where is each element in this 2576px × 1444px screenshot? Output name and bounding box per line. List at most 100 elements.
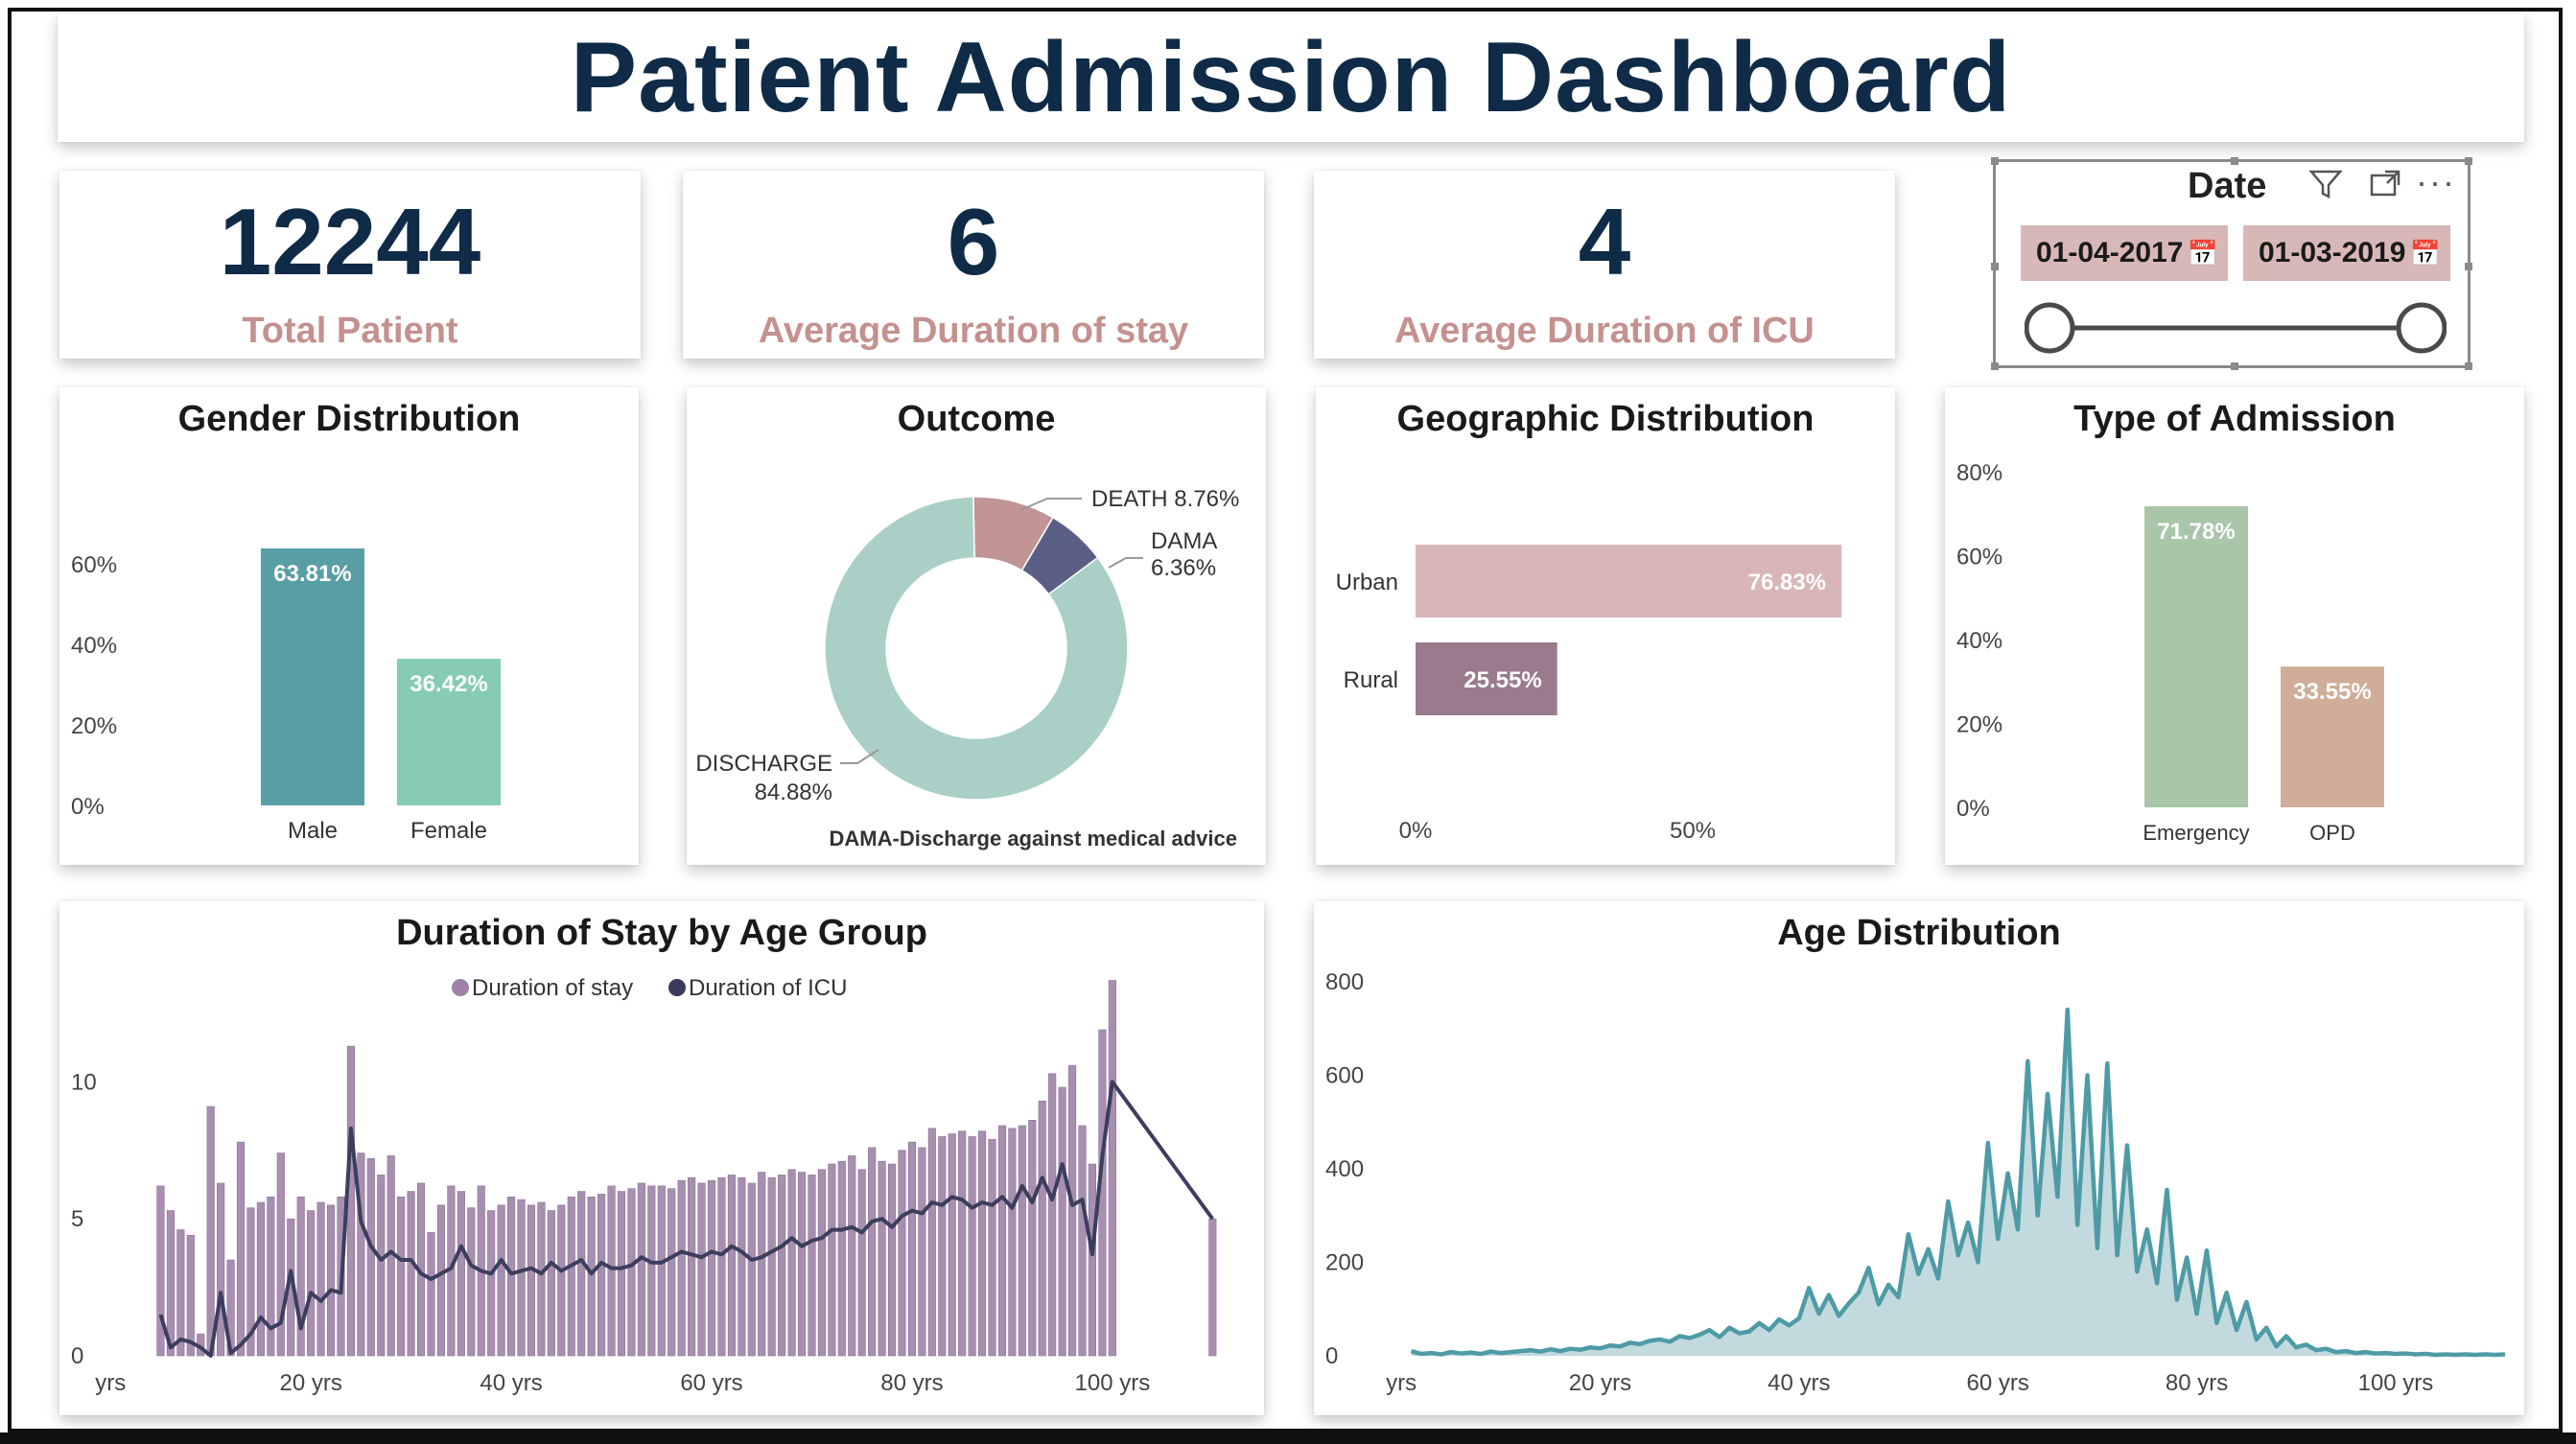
resize-handle[interactable] [2231,157,2238,165]
x-category-label: Female [410,818,487,844]
y-tick-label: 0% [71,794,105,820]
y-tick-label: 20% [71,713,117,739]
stay-bar [808,1175,816,1357]
stay-bar [326,1204,336,1357]
y-tick-label: 60% [1956,545,2002,571]
bottom-rule [0,1432,2576,1444]
stay-bar [657,1185,666,1357]
resize-handle[interactable] [2465,263,2472,270]
stay-bar [217,1182,225,1357]
y-tick-label: 800 [1325,969,1364,995]
stay-bar [467,1207,476,1357]
type-of-admission-card: Type of Admission 0% 20% 40% 60% 80% 71.78% Em… [1945,387,2524,865]
slider-start-handle[interactable] [2025,302,2075,354]
stay-bar [457,1191,465,1357]
dashboard-frame [8,8,2563,1432]
stay-bar [617,1191,626,1357]
kpi-card-avg-icu: 4 Average Duration of ICU [1314,171,1895,359]
stay-bar [537,1201,546,1357]
y-tick-label: 0 [71,1343,83,1369]
y-tick-label: 200 [1325,1249,1364,1275]
leader-line [1019,498,1082,511]
stay-bar [958,1130,967,1357]
icu-line [158,1080,1214,1358]
resize-handle[interactable] [1991,263,1999,270]
resize-handle[interactable] [2465,157,2472,165]
stay-bar [817,1169,826,1357]
focus-mode-icon[interactable] [2368,168,2402,208]
stay-bar [487,1210,496,1357]
stay-bar [887,1163,897,1357]
stay-bar [758,1172,766,1357]
bar-data-label: 25.55% [1464,667,1541,693]
end-date-input[interactable]: 01-03-2019 📅 [2243,225,2450,281]
stay-bar [397,1196,406,1357]
x-tick-label: 100 yrs [2358,1370,2434,1396]
x-tick-label: 60 yrs [1967,1370,2029,1396]
x-category-label: OPD [2309,821,2355,845]
slider-end-handle[interactable] [2396,302,2447,354]
bar-data-label: 76.83% [1748,570,1826,595]
y-tick-label: 0 [1325,1343,1338,1369]
stay-bar [647,1185,656,1357]
slice-label: DEATH 8.76% [1091,486,1239,512]
age-distribution-chart: 0 200 400 600 800 yrs 20 yrs 40 yrs 60 yrs 80 yrs… [1325,969,2506,1396]
chart-title: Gender Distribution [177,399,521,439]
stay-by-age-card: Duration of Stay by Age Group Duration o… [59,901,1264,1415]
stay-bar [738,1176,746,1357]
stay-bar [1048,1073,1057,1357]
filter-icon[interactable] [2308,168,2343,208]
stay-bar [727,1175,736,1357]
leader-line [1108,557,1143,569]
calendar-icon[interactable]: 📅 [2409,239,2441,268]
date-range-slider[interactable] [2025,298,2447,358]
stay-bar [156,1185,165,1357]
end-date-value: 01-03-2019 [2259,237,2406,268]
stay-bar [828,1163,836,1357]
y-tick-label: 40% [71,633,117,659]
chart-title: Age Distribution [1777,913,2061,953]
stay-bar [927,1128,936,1357]
stay-bar [688,1176,696,1357]
stay-bar [677,1179,686,1357]
resize-handle[interactable] [2465,362,2472,370]
slice-label: DAMA [1151,528,1217,554]
stay-bar [176,1229,185,1357]
stay-by-age-chart: Duration of stay Duration of ICU 0 5 10 yrs 20… [71,975,1217,1396]
start-date-input[interactable]: 01-04-2017 📅 [2021,225,2228,281]
stay-bar [837,1160,846,1357]
y-tick-label: 400 [1325,1156,1364,1182]
slice-label: DISCHARGE [695,751,832,777]
donut-slice [824,496,1129,801]
x-category-label: Emergency [2143,821,2249,845]
x-tick-label: 0% [1399,818,1433,844]
stay-bar [1038,1100,1046,1357]
resize-handle[interactable] [1991,157,1999,165]
stay-bar [267,1196,275,1357]
stay-bar [597,1194,606,1357]
x-tick-label: 20 yrs [1569,1370,1631,1396]
stay-bar [797,1172,807,1357]
slice-label: 6.36% [1151,555,1216,581]
kpi-value: 6 [947,189,1000,294]
resize-handle[interactable] [2231,362,2238,370]
title-bar: Patient Admission Dashboard [58,13,2524,142]
stay-bar [627,1188,636,1357]
more-options-icon[interactable]: ··· [2416,162,2456,201]
stay-bar [557,1204,566,1357]
date-slicer[interactable]: Date ··· 01-04-2017 📅 01-03-2019 📅 [1991,157,2472,370]
x-tick-label: yrs [95,1370,126,1396]
resize-handle[interactable] [1991,362,1999,370]
geographic-chart: 76.83% Urban 25.55% Rural 0% 50% [1336,545,1842,844]
stay-bar [587,1196,596,1357]
calendar-icon[interactable]: 📅 [2187,239,2218,268]
y-tick-label: 10 [71,1069,97,1095]
stay-bar [497,1204,505,1357]
y-tick-label: 60% [71,552,117,578]
kpi-value: 12244 [219,189,481,294]
stay-bar [357,1153,365,1357]
stay-bar [667,1188,676,1357]
legend-label: Duration of ICU [689,975,847,1001]
stay-bar [1088,1163,1097,1357]
